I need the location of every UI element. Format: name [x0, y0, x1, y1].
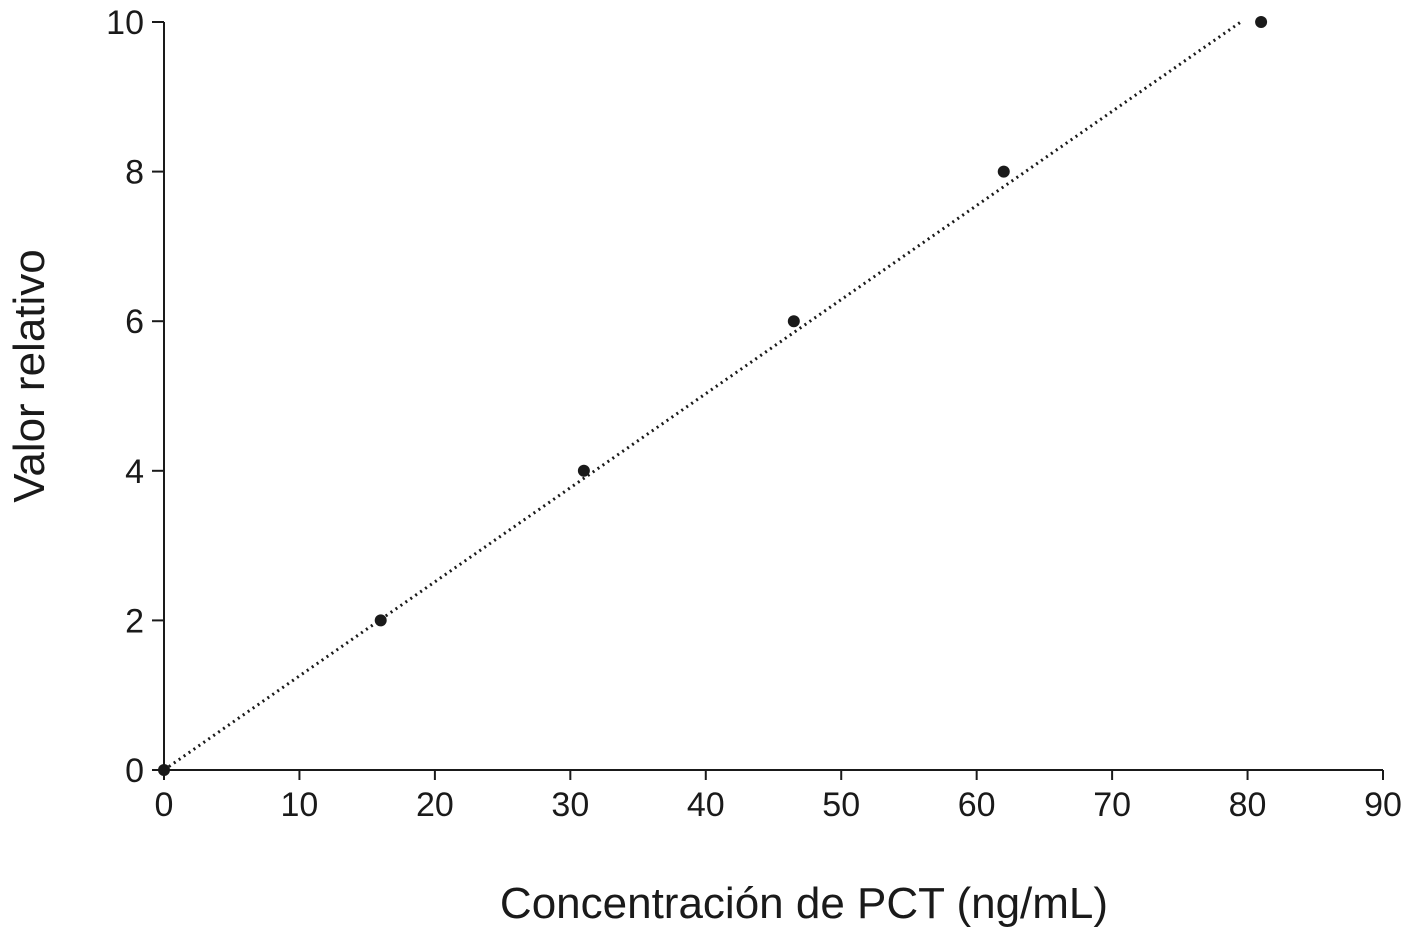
x-tick-label: 60 — [958, 786, 996, 824]
x-tick-label: 80 — [1229, 786, 1267, 824]
y-tick-label: 0 — [125, 752, 144, 790]
data-point — [1255, 16, 1268, 28]
data-point — [997, 165, 1010, 178]
x-axis-title: Concentración de PCT (ng/mL) — [500, 879, 1108, 928]
y-tick-label: 10 — [106, 4, 144, 42]
data-point — [374, 614, 387, 627]
data-point — [787, 315, 800, 328]
x-tick-label: 70 — [1093, 786, 1131, 824]
x-tick-label: 30 — [551, 786, 589, 824]
data-point — [158, 764, 170, 776]
x-tick-label: 50 — [822, 786, 860, 824]
y-tick-label: 8 — [125, 154, 144, 192]
data-points — [158, 16, 1268, 776]
x-tick-label: 40 — [687, 786, 725, 824]
trend-line — [163, 20, 1242, 772]
x-axis-ticks: 0 10 20 30 40 50 60 70 80 90 — [155, 770, 1402, 824]
data-point — [577, 464, 590, 477]
x-tick-label: 20 — [416, 786, 454, 824]
y-tick-label: 2 — [125, 602, 144, 640]
y-tick-label: 6 — [125, 303, 144, 341]
x-tick-label: 0 — [155, 786, 174, 824]
x-tick-label: 90 — [1364, 786, 1402, 824]
y-axis-title: Valor relativo — [5, 249, 54, 503]
x-tick-label: 10 — [281, 786, 319, 824]
y-axis-ticks: 0 2 4 6 8 10 — [106, 4, 164, 790]
y-tick-label: 4 — [125, 453, 144, 491]
